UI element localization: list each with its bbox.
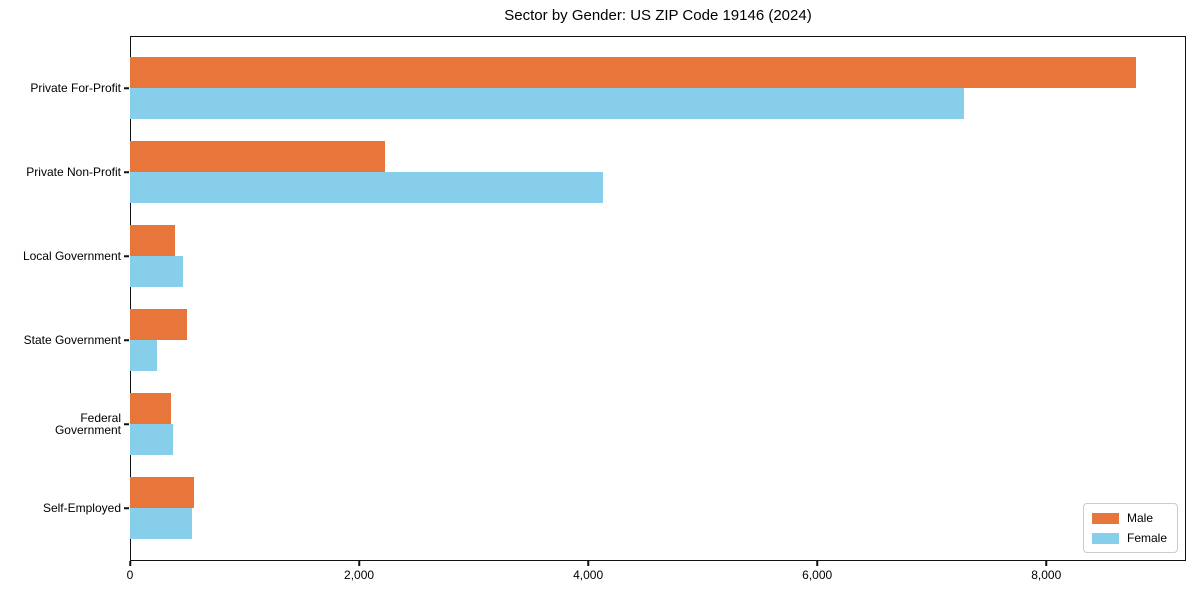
y-axis-category-label: Private Non-Profit bbox=[26, 165, 121, 179]
legend: Male Female bbox=[1082, 503, 1178, 553]
y-axis-category-label: State Government bbox=[23, 333, 121, 347]
legend-entry-male: Male bbox=[1091, 511, 1167, 525]
x-axis-tick bbox=[358, 561, 360, 566]
x-axis-tick-label: 4,000 bbox=[573, 568, 604, 582]
x-axis-tick-label: 6,000 bbox=[802, 568, 833, 582]
plot-area bbox=[130, 36, 1186, 561]
chart-title: Sector by Gender: US ZIP Code 19146 (202… bbox=[504, 7, 812, 24]
y-axis-tick bbox=[124, 87, 129, 89]
y-axis-category-label: Private For-Profit bbox=[30, 81, 121, 95]
x-axis-tick bbox=[129, 561, 131, 566]
bar-male-4 bbox=[130, 393, 171, 424]
bar-male-2 bbox=[130, 225, 175, 256]
bar-male-3 bbox=[130, 309, 187, 340]
y-axis-category-label: Self-Employed bbox=[42, 501, 121, 515]
y-axis-tick bbox=[124, 255, 129, 257]
bar-male-0 bbox=[130, 57, 1136, 88]
legend-entry-female: Female bbox=[1091, 531, 1167, 545]
x-axis-tick bbox=[1045, 561, 1048, 566]
bar-female-3 bbox=[130, 340, 158, 371]
y-axis-tick bbox=[124, 507, 129, 509]
legend-swatch-male bbox=[1091, 512, 1119, 524]
bar-male-5 bbox=[130, 477, 195, 508]
legend-label: Female bbox=[1126, 531, 1167, 545]
bar-male-1 bbox=[130, 141, 386, 172]
y-axis-category-label: Local Government bbox=[22, 249, 121, 263]
x-axis-tick bbox=[816, 561, 818, 566]
y-axis-category-label: Federal Government bbox=[54, 411, 121, 437]
legend-swatch-female bbox=[1091, 532, 1119, 544]
legend-label: Male bbox=[1126, 511, 1153, 525]
x-axis-tick-label: 0 bbox=[126, 568, 134, 582]
y-axis-tick bbox=[124, 339, 129, 341]
x-axis-tick bbox=[587, 561, 589, 566]
x-axis-tick-label: 2,000 bbox=[344, 568, 375, 582]
bar-female-2 bbox=[130, 256, 183, 287]
y-axis-tick bbox=[124, 423, 129, 425]
bar-female-0 bbox=[130, 88, 964, 119]
x-axis-tick-label: 8,000 bbox=[1031, 568, 1062, 582]
y-axis-tick bbox=[124, 171, 129, 173]
bar-female-1 bbox=[130, 172, 604, 203]
bar-female-4 bbox=[130, 424, 173, 455]
bar-female-5 bbox=[130, 508, 192, 539]
